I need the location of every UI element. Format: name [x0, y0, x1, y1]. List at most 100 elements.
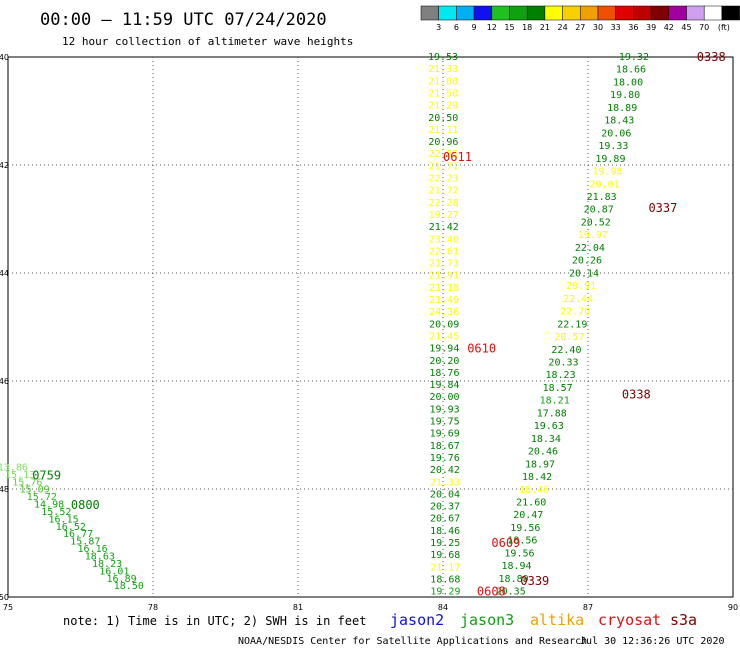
colorbar-level-label: 39	[646, 23, 656, 32]
chart-title: 00:00 – 11:59 UTC 07/24/2020	[40, 10, 327, 30]
wave-height-point: 20.09	[429, 319, 459, 330]
wave-height-point: 21.83	[587, 192, 617, 203]
colorbar-level-label: 45	[681, 23, 691, 32]
units-note: note: 1) Time is in UTC; 2) SWH is in fe…	[63, 614, 366, 628]
wave-height-point: 22.28	[429, 198, 459, 209]
wave-height-point: 20.20	[429, 356, 459, 367]
wave-height-point: 18.23	[545, 370, 575, 381]
wave-height-point: 21.18	[429, 283, 459, 294]
wave-height-point: 19.29	[430, 587, 460, 598]
y-tick-label: 48	[0, 485, 9, 494]
colorbar-level-label: 42	[664, 23, 674, 32]
wave-height-point: 19.63	[534, 421, 564, 432]
wave-height-point: 20.14	[569, 268, 599, 279]
colorbar-swatch	[686, 5, 705, 21]
footer-timestamp: Jul 30 12:36:26 UTC 2020	[580, 636, 725, 647]
colorbar-level-label: 27	[575, 23, 585, 32]
x-tick-label: 87	[583, 603, 593, 612]
x-tick-label: 84	[438, 603, 448, 612]
color-legend: 3 6 9 12 15 18 21 24 27 30 33 36 39 42 45 70 (ft)	[420, 5, 740, 32]
colorbar-swatch	[703, 5, 723, 21]
colorbar-level-label: 9	[472, 23, 477, 32]
wave-height-point: 20.42	[430, 465, 460, 476]
colorbar-unit-label: (ft)	[718, 23, 730, 32]
wave-height-point: 15.87	[70, 537, 100, 548]
wave-height-point: 19.25	[430, 538, 460, 549]
wave-height-point: 21.11	[428, 125, 458, 136]
wave-height-point: 16.01	[99, 566, 129, 577]
wave-height-point: 15.72	[27, 492, 57, 503]
satellite-legend-entry: s3a	[670, 611, 697, 629]
wave-height-point: 21.33	[430, 477, 460, 488]
colorbar-swatch	[456, 5, 475, 21]
pass-time-label: 0337	[648, 201, 677, 215]
wave-height-point: 22.44	[563, 294, 593, 305]
wave-height-point: 19.98	[592, 167, 622, 178]
grid-lines	[8, 57, 733, 597]
colorbar-swatch	[668, 5, 687, 21]
pass-time-label: 0800	[71, 498, 100, 512]
wave-height-point: 18.94	[501, 561, 531, 572]
wave-height-point: 18.23	[92, 559, 122, 570]
axis-ticks: 75 78 81 84 87 90 40 42 44 46 48 50	[0, 53, 738, 612]
wave-height-point: 20.87	[584, 205, 614, 216]
wave-height-point: 19.27	[429, 210, 459, 221]
wave-height-point: 20.04	[430, 489, 460, 500]
wave-height-point: 18.43	[604, 116, 634, 127]
wave-height-point: 15.52	[41, 507, 71, 518]
wave-height-point: 22.23	[428, 174, 458, 185]
wave-height-point: 21.71	[428, 161, 458, 172]
wave-height-point: 21.72	[429, 186, 459, 197]
wave-height-point: 19.69	[430, 429, 460, 440]
wave-height-point: 18.56	[507, 536, 537, 547]
colorbar-swatch	[420, 5, 439, 21]
wave-height-point: 16.16	[78, 544, 108, 555]
wave-height-point: 17.88	[537, 408, 567, 419]
wave-height-point: 18.66	[616, 65, 646, 76]
colorbar-level-label: 12	[487, 23, 497, 32]
wave-height-point: 19.56	[510, 523, 540, 534]
y-tick-label: 50	[0, 593, 9, 602]
wave-height-point: 19.84	[429, 380, 459, 391]
wave-height-point: 14.98	[34, 500, 64, 511]
wave-height-point: 18.34	[531, 434, 561, 445]
wave-height-point: 15.09	[20, 485, 50, 496]
wave-height-point: 20.33	[548, 357, 578, 368]
colorbar-swatch	[509, 5, 528, 21]
wave-height-point: 20.96	[428, 137, 458, 148]
pass-time-label: 0338	[622, 388, 651, 402]
wave-height-point: 20.00	[429, 392, 459, 403]
colorbar-level-label: 36	[628, 23, 638, 32]
footer-org: NOAA/NESDIS Center for Satellite Applica…	[238, 636, 587, 647]
wave-height-point: 20.50	[428, 113, 458, 124]
colorbar-level-label: 3	[436, 23, 441, 32]
wave-height-point: 20.52	[581, 217, 611, 228]
wave-height-point: 19.56	[504, 548, 534, 559]
wave-height-point: 18.63	[85, 552, 115, 563]
wave-height-point: 16.15	[49, 514, 79, 525]
wave-height-point: 21.91	[429, 271, 459, 282]
wave-height-point: 18.50	[114, 581, 144, 592]
pass-time-label: 0609	[491, 536, 520, 550]
wave-height-point: 20.37	[430, 502, 460, 513]
x-tick-label: 78	[148, 603, 158, 612]
wave-height-point: 19.93	[430, 404, 460, 415]
colorbar-swatch	[615, 5, 634, 21]
wave-height-point: 18.57	[543, 383, 573, 394]
wave-height-point: 19.89	[595, 154, 625, 165]
wave-height-point: 18.89	[607, 103, 637, 114]
satellite-legend-entry: cryosat	[598, 611, 661, 629]
wave-height-point: 21.33	[428, 64, 458, 75]
wave-height-point: 24.36	[429, 307, 459, 318]
wave-height-point: 20.26	[572, 256, 602, 267]
pass-time-label: 0339	[520, 574, 549, 588]
colorbar-swatch	[721, 5, 740, 21]
x-tick-label: 90	[728, 603, 738, 612]
wave-height-point: 18.76	[429, 368, 459, 379]
wave-height-point: 22.70	[560, 307, 590, 318]
colorbar-swatch	[650, 5, 670, 21]
wave-height-point: 20.46	[528, 447, 558, 458]
wave-height-point: 20.35	[496, 587, 526, 598]
colorbar-swatch	[544, 5, 563, 21]
wave-height-point: 19.76	[430, 453, 460, 464]
